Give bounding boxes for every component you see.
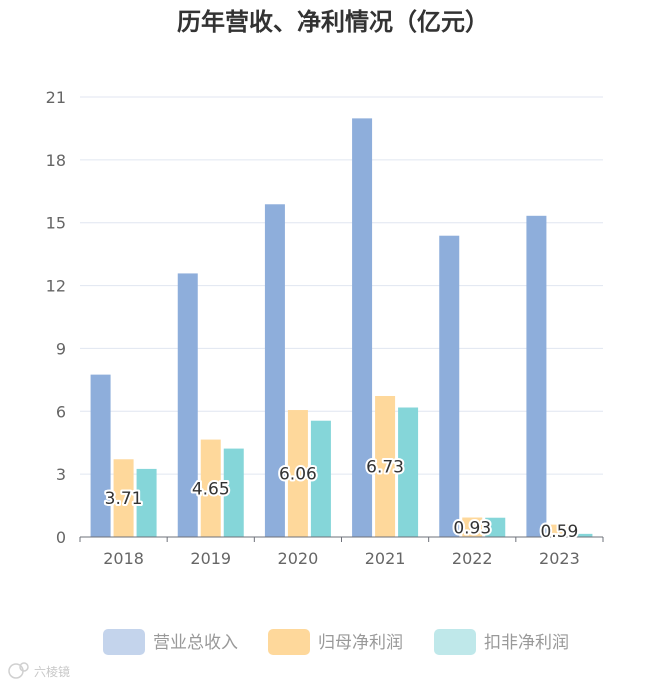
bar-2019-营业总收入[interactable] — [177, 273, 198, 537]
y-tick-label: 12 — [46, 277, 66, 296]
bar-2022-扣非净利润[interactable] — [485, 517, 506, 537]
legend-label: 扣非净利润 — [484, 633, 569, 653]
bar-2023-扣非净利润[interactable] — [572, 533, 593, 537]
bar-2018-归母净利润[interactable] — [113, 459, 134, 537]
x-tick-label: 2020 — [278, 549, 319, 568]
data-label-2018: 3.71 — [105, 489, 143, 509]
bar-2018-扣非净利润[interactable] — [136, 468, 157, 537]
data-label-2023: 0.59 — [540, 522, 578, 542]
data-label-2022: 0.93 — [453, 518, 491, 538]
grid-lines — [80, 96, 603, 475]
watermark: 六棱镜 — [8, 662, 70, 679]
x-tick-label: 2022 — [452, 549, 493, 568]
x-tick-label: 2019 — [190, 549, 231, 568]
watermark-logo-icon — [8, 662, 29, 679]
chart-title: 历年营收、净利情况（亿元） — [177, 8, 489, 36]
bar-2020-归母净利润[interactable] — [287, 410, 308, 537]
bar-2023-归母净利润[interactable] — [549, 524, 570, 537]
data-label-2020: 6.06 — [279, 465, 317, 485]
legend-swatch — [434, 629, 476, 655]
bar-2021-营业总收入[interactable] — [352, 118, 373, 537]
legend-swatch — [103, 629, 145, 655]
bar-2021-扣非净利润[interactable] — [398, 407, 419, 537]
x-tick-label: 2018 — [103, 549, 144, 568]
y-tick-label: 9 — [56, 339, 66, 358]
bar-2018-营业总收入[interactable] — [90, 374, 111, 537]
legend-item-扣非净利润[interactable]: 扣非净利润 — [434, 629, 569, 655]
x-tick-label: 2021 — [365, 549, 406, 568]
bar-2023-营业总收入[interactable] — [526, 215, 547, 538]
y-tick-label: 21 — [46, 88, 66, 107]
legend-item-营业总收入[interactable]: 营业总收入 — [103, 629, 238, 655]
data-labels: 3.71 4.65 6.06 6.73 0.93 0.59 — [103, 455, 581, 543]
bar-2021-归母净利润[interactable] — [375, 395, 396, 537]
legend[interactable]: 营业总收入 归母净利润 扣非净利润 — [103, 629, 569, 655]
bar-2022-营业总收入[interactable] — [439, 235, 460, 537]
y-tick-label: 15 — [46, 214, 66, 233]
legend-swatch — [268, 629, 310, 655]
legend-label: 营业总收入 — [153, 633, 238, 653]
y-tick-label: 3 — [56, 465, 66, 484]
y-tick-label: 0 — [56, 528, 66, 547]
y-axis: 0 3 6 9 12 15 18 21 — [46, 88, 66, 547]
x-axis: 2018 2019 2020 2021 2022 2023 — [79, 536, 604, 568]
y-tick-label: 6 — [56, 402, 66, 421]
legend-label: 归母净利润 — [318, 633, 403, 653]
y-tick-label: 18 — [46, 151, 66, 170]
bar-2019-归母净利润[interactable] — [200, 439, 221, 537]
legend-item-归母净利润[interactable]: 归母净利润 — [268, 629, 403, 655]
bar-2020-营业总收入[interactable] — [264, 204, 285, 537]
bar-2020-扣非净利润[interactable] — [310, 420, 331, 537]
x-tick-label: 2023 — [539, 549, 580, 568]
bar-2019-扣非净利润[interactable] — [223, 448, 244, 537]
bar-2022-归母净利润[interactable] — [462, 517, 483, 537]
data-label-2019: 4.65 — [192, 479, 230, 499]
data-label-2021: 6.73 — [366, 457, 404, 477]
watermark-text: 六棱镜 — [34, 664, 70, 679]
bars — [90, 118, 593, 538]
